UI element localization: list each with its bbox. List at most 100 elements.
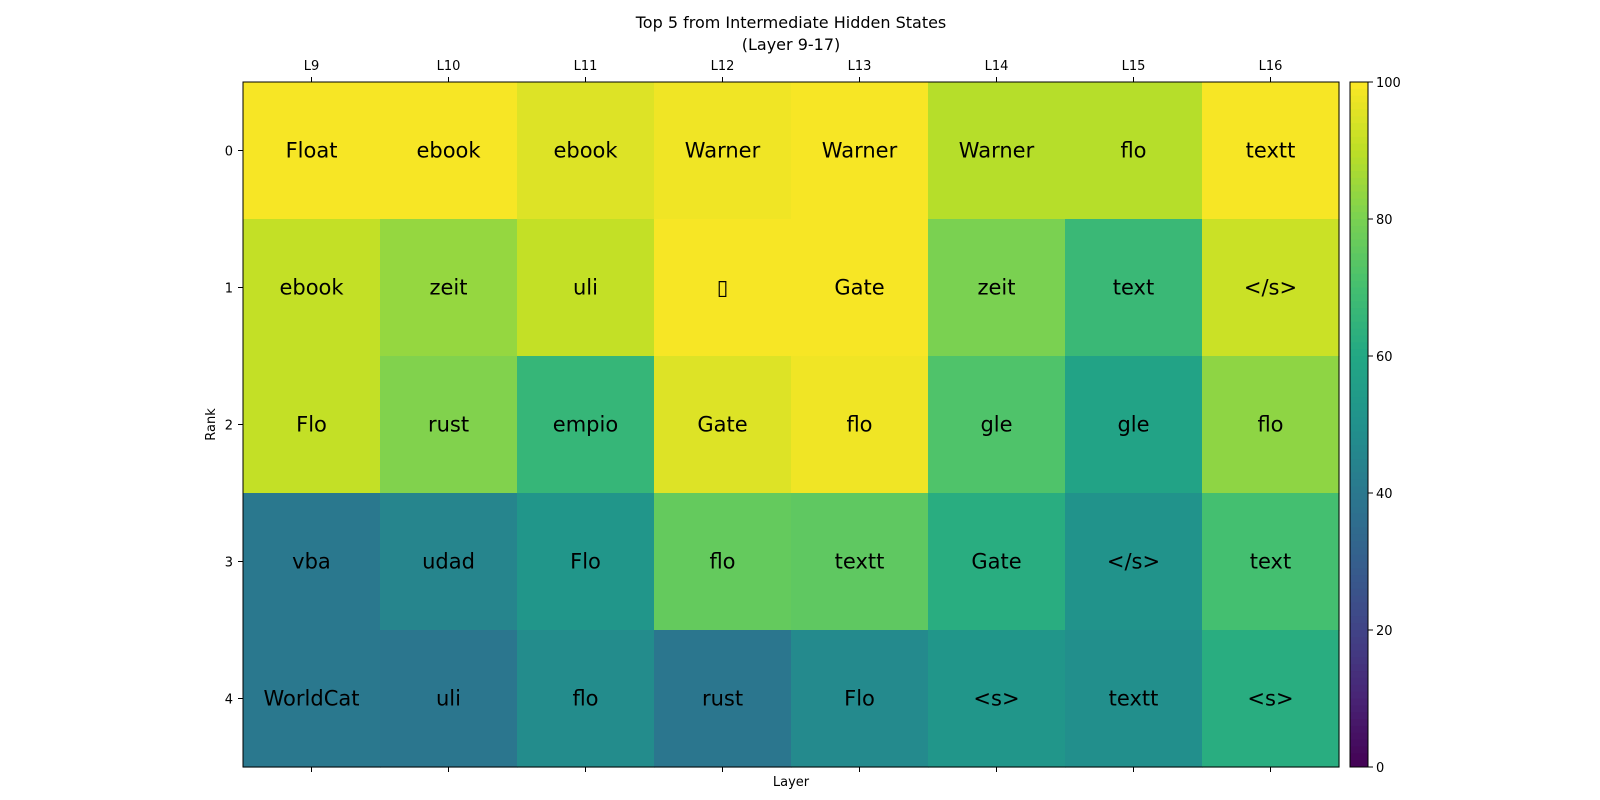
colorbar-gradient-segment: [1350, 725, 1368, 734]
colorbar-gradient-segment: [1350, 445, 1368, 453]
chart-subtitle: (Layer 9-17): [742, 35, 841, 54]
colorbar-gradient-segment: [1350, 362, 1368, 371]
y-tick-label: 2: [225, 419, 233, 434]
heatmap-cell: [517, 356, 655, 494]
heatmap-cell: [1202, 219, 1340, 357]
heatmap-cell: [654, 82, 792, 220]
cell-token-label: ebook: [279, 276, 344, 300]
heatmap-cell: [1065, 219, 1203, 357]
heatmap-cell: [654, 219, 792, 357]
cell-token-label: Warner: [959, 139, 1035, 163]
colorbar-gradient-segment: [1350, 575, 1368, 583]
colorbar-gradient-segment: [1350, 129, 1368, 138]
cell-token-label: WorldCat: [264, 687, 360, 711]
colorbar-gradient-segment: [1350, 184, 1368, 193]
x-tick-label: L15: [1122, 59, 1146, 74]
cell-token-label: udad: [422, 550, 475, 574]
colorbar-gradient-segment: [1350, 472, 1368, 480]
cell-token-label: gle: [980, 413, 1012, 437]
y-axis-label: Rank: [204, 408, 219, 441]
colorbar-gradient-segment: [1350, 568, 1368, 576]
colorbar-gradient-segment: [1350, 438, 1368, 446]
colorbar-gradient-segment: [1350, 691, 1368, 699]
cell-token-label: Flo: [570, 550, 601, 574]
heatmap-cell: [928, 356, 1066, 494]
heatmap-cell: [791, 493, 929, 631]
x-axis-label: Layer: [773, 775, 810, 790]
cell-token-label: textt: [1109, 687, 1159, 711]
colorbar-gradient-segment: [1350, 82, 1368, 90]
heatmap-cell: [1202, 630, 1340, 768]
colorbar-gradient-segment: [1350, 719, 1368, 727]
colorbar-gradient-segment: [1350, 513, 1368, 521]
colorbar-gradient-segment: [1350, 95, 1368, 104]
heatmap-cell: [654, 356, 792, 494]
heatmap-cell: [243, 82, 381, 220]
cell-token-label: </s>: [1107, 550, 1160, 574]
cell-token-label: zeit: [429, 276, 467, 300]
heatmap-cell: [928, 493, 1066, 631]
cell-token-label: Float: [286, 139, 338, 163]
colorbar-gradient-segment: [1350, 410, 1368, 419]
colorbar-gradient-segment: [1350, 602, 1368, 610]
colorbar-gradient-segment: [1350, 301, 1368, 309]
heatmap-cell: [243, 356, 381, 494]
cell-token-label: Gate: [834, 276, 884, 300]
colorbar-tick-label: 20: [1376, 624, 1393, 639]
y-axis-ticks: 0 1 2 3 4: [225, 145, 243, 708]
colorbar-gradient-segment: [1350, 705, 1368, 713]
colorbar-gradient-segment: [1350, 657, 1368, 665]
cell-token-label: empio: [553, 413, 618, 437]
x-tick-label: L14: [985, 59, 1009, 74]
colorbar-gradient-segment: [1350, 623, 1368, 631]
cell-token-label: flo: [1120, 139, 1146, 163]
colorbar-gradient-segment: [1350, 417, 1368, 425]
cell-token-label: text: [1113, 276, 1154, 300]
cell-token-label: uli: [573, 276, 598, 300]
heatmap-cell: [517, 493, 655, 631]
heatmap-cell: [1202, 493, 1340, 631]
colorbar-gradient-segment: [1350, 287, 1368, 295]
colorbar-gradient-segment: [1350, 616, 1368, 624]
cell-token-label: Warner: [822, 139, 898, 163]
cell-token-label: Gate: [697, 413, 747, 437]
colorbar-gradient-segment: [1350, 451, 1368, 460]
cell-token-label: rust: [702, 687, 743, 711]
colorbar-gradient-segment: [1350, 143, 1368, 151]
x-tick-label: L11: [574, 59, 598, 74]
x-tick-label: L9: [304, 59, 320, 74]
colorbar-gradient-segment: [1350, 260, 1368, 268]
colorbar-gradient-segment: [1350, 431, 1368, 439]
colorbar-gradient-segment: [1350, 273, 1368, 282]
heatmap-cell: [1065, 493, 1203, 631]
cell-token-label: rust: [428, 413, 469, 437]
heatmap-cell-labels: Float ebook ebook Warner Warner Warner flo text…: [264, 139, 1298, 711]
heatmap-cell: [928, 219, 1066, 357]
cell-token-label: <s>: [1247, 687, 1293, 711]
colorbar-gradient-segment: [1350, 540, 1368, 549]
cell-token-label: ebook: [416, 139, 481, 163]
heatmap-cell: [1065, 356, 1203, 494]
colorbar-gradient-segment: [1350, 582, 1368, 590]
cell-token-label: Flo: [296, 413, 327, 437]
colorbar-gradient-segment: [1350, 177, 1368, 186]
heatmap-cell: [791, 630, 929, 768]
colorbar-gradient-segment: [1350, 369, 1368, 378]
heatmap-cell: [243, 630, 381, 768]
colorbar-gradient-segment: [1350, 150, 1368, 158]
colorbar-gradient-segment: [1350, 164, 1368, 172]
cell-token-label: textt: [835, 550, 885, 574]
colorbar-gradient-segment: [1350, 588, 1368, 597]
heatmap-cell: [380, 356, 518, 494]
colorbar-gradient-segment: [1350, 314, 1368, 323]
heatmap-cell: [791, 356, 929, 494]
colorbar-gradient-segment: [1350, 390, 1368, 398]
colorbar-gradient-segment: [1350, 246, 1368, 254]
heatmap-cell: [517, 630, 655, 768]
colorbar-gradient-segment: [1350, 493, 1368, 501]
heatmap-cell: [380, 219, 518, 357]
heatmap-cell: [1202, 356, 1340, 494]
colorbar-gradient-segment: [1350, 677, 1368, 686]
colorbar-gradient-segment: [1350, 534, 1368, 542]
colorbar-gradient-segment: [1350, 280, 1368, 288]
